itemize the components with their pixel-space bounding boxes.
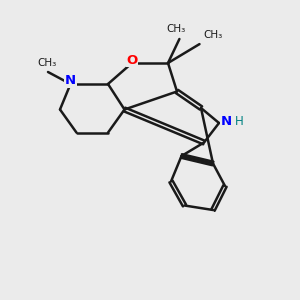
Text: N: N <box>65 74 76 88</box>
Text: CH₃: CH₃ <box>203 31 223 40</box>
Text: CH₃: CH₃ <box>167 24 186 34</box>
Text: CH₃: CH₃ <box>37 58 56 68</box>
Text: O: O <box>126 53 138 67</box>
Text: H: H <box>235 115 243 128</box>
Text: N: N <box>220 115 232 128</box>
